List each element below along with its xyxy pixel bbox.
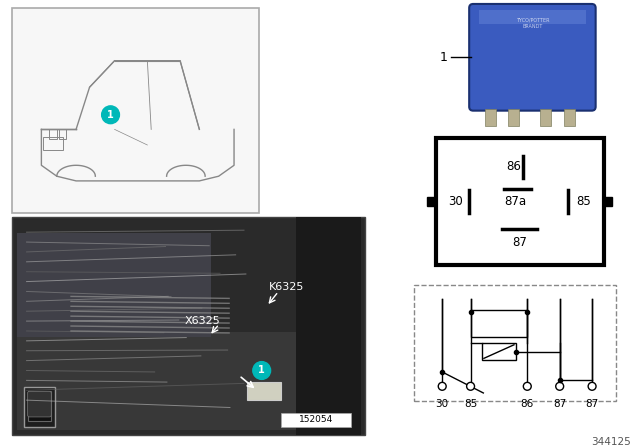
Text: 1: 1 bbox=[107, 110, 114, 120]
Bar bbox=[28, 391, 51, 421]
Bar bbox=[17, 233, 211, 337]
Bar bbox=[540, 109, 551, 126]
Text: 87: 87 bbox=[586, 399, 598, 409]
Bar bbox=[49, 129, 57, 139]
Bar bbox=[24, 387, 55, 427]
Bar bbox=[427, 197, 436, 206]
Bar bbox=[564, 109, 575, 126]
Bar bbox=[482, 343, 516, 360]
Bar bbox=[12, 8, 259, 213]
Bar bbox=[414, 284, 616, 401]
Bar bbox=[604, 197, 612, 206]
Bar bbox=[59, 129, 67, 139]
Bar bbox=[17, 332, 360, 430]
Circle shape bbox=[102, 106, 120, 124]
Text: 86: 86 bbox=[506, 159, 521, 172]
Text: 152054: 152054 bbox=[299, 415, 333, 424]
Circle shape bbox=[588, 382, 596, 390]
Bar bbox=[247, 382, 282, 400]
Circle shape bbox=[438, 382, 446, 390]
Bar bbox=[44, 137, 63, 150]
Bar bbox=[436, 138, 604, 265]
Text: 86: 86 bbox=[521, 399, 534, 409]
Bar bbox=[508, 109, 518, 126]
Circle shape bbox=[467, 382, 474, 390]
Text: X6325: X6325 bbox=[185, 316, 220, 326]
Bar bbox=[282, 413, 351, 427]
Text: 1: 1 bbox=[440, 51, 447, 64]
Text: 87: 87 bbox=[553, 399, 566, 409]
FancyBboxPatch shape bbox=[28, 391, 51, 417]
Bar bbox=[12, 217, 365, 435]
Circle shape bbox=[524, 382, 531, 390]
Text: 30: 30 bbox=[449, 195, 463, 208]
Circle shape bbox=[556, 382, 564, 390]
Text: TYCO/POTTER
BRANDT: TYCO/POTTER BRANDT bbox=[516, 18, 549, 29]
Bar bbox=[470, 310, 527, 337]
Bar bbox=[479, 10, 586, 24]
Bar bbox=[296, 217, 360, 435]
Text: 85: 85 bbox=[464, 399, 477, 409]
Bar bbox=[485, 109, 496, 126]
Text: 344125: 344125 bbox=[591, 437, 631, 447]
FancyBboxPatch shape bbox=[469, 4, 596, 111]
Circle shape bbox=[253, 362, 271, 379]
Text: K6325: K6325 bbox=[269, 281, 304, 292]
Text: 87: 87 bbox=[512, 236, 527, 249]
Text: 1: 1 bbox=[259, 366, 265, 375]
Text: 85: 85 bbox=[576, 195, 591, 208]
Text: 30: 30 bbox=[436, 399, 449, 409]
Text: 87a: 87a bbox=[504, 195, 527, 208]
